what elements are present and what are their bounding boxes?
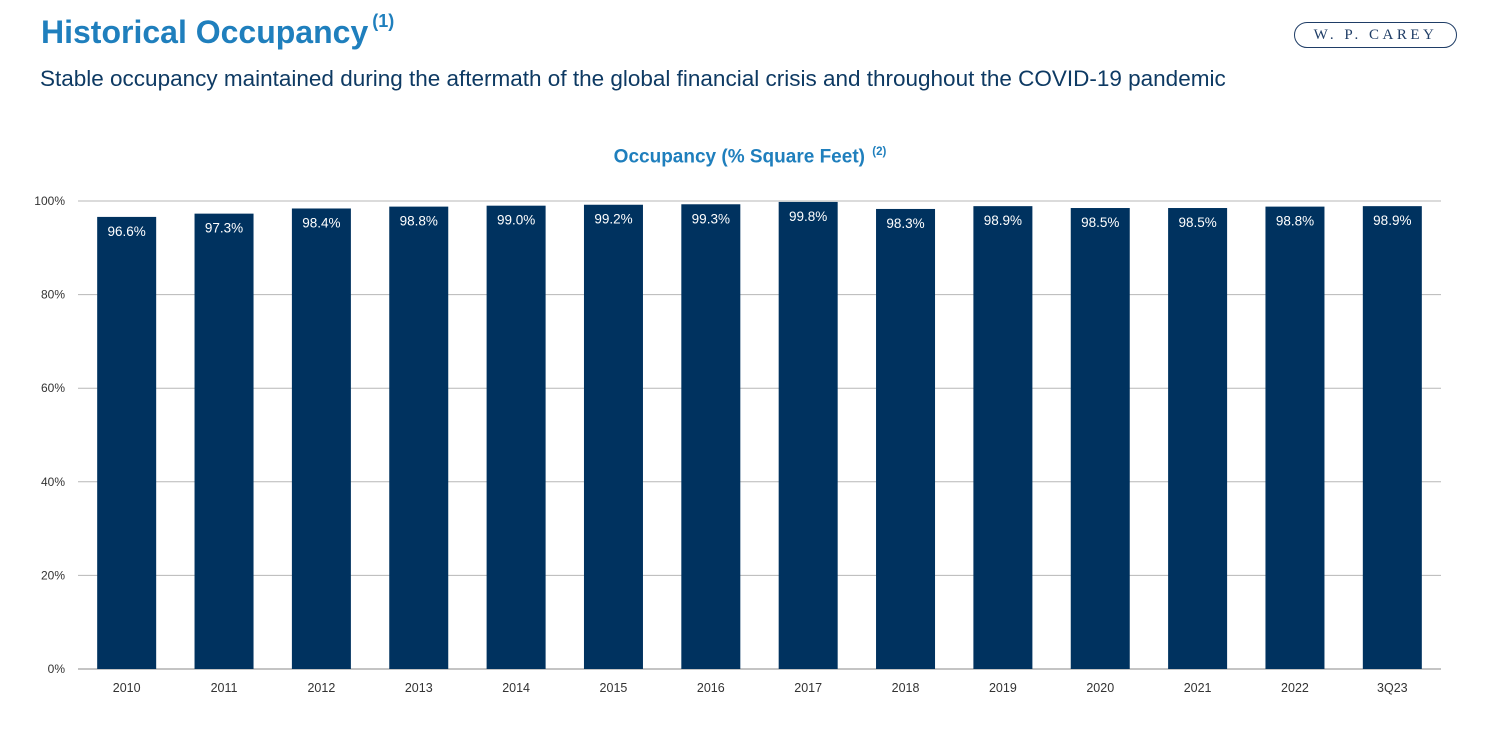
y-tick-label: 80% xyxy=(41,288,65,302)
data-label: 98.9% xyxy=(1373,213,1411,228)
data-label: 98.5% xyxy=(1178,215,1216,230)
bar xyxy=(486,205,546,669)
chart-title-footnote: (2) xyxy=(872,146,887,158)
data-label: 98.4% xyxy=(302,215,340,230)
x-tick-label: 2011 xyxy=(211,681,238,695)
data-label: 97.3% xyxy=(205,221,243,236)
bar xyxy=(194,213,254,670)
x-tick-label: 2020 xyxy=(1086,681,1114,695)
bar xyxy=(681,204,741,669)
data-label: 98.8% xyxy=(400,214,438,229)
bar xyxy=(389,206,449,669)
y-tick-label: 60% xyxy=(41,381,65,395)
bar xyxy=(1265,206,1325,669)
data-label: 96.6% xyxy=(108,224,146,239)
data-label: 99.8% xyxy=(789,209,827,224)
y-tick-label: 20% xyxy=(41,568,65,582)
x-tick-label: 2014 xyxy=(502,681,530,695)
y-tick-label: 100% xyxy=(34,194,65,208)
x-tick-label: 2017 xyxy=(794,681,822,695)
y-tick-label: 0% xyxy=(48,662,66,676)
x-tick-label: 2022 xyxy=(1281,681,1309,695)
data-label: 98.3% xyxy=(886,216,924,231)
bar xyxy=(1168,208,1228,669)
data-label: 99.0% xyxy=(497,213,535,228)
data-label: 99.2% xyxy=(594,212,632,227)
x-tick-label: 2019 xyxy=(989,681,1017,695)
x-tick-label: 3Q23 xyxy=(1377,681,1408,695)
x-tick-label: 2012 xyxy=(307,681,335,695)
bar xyxy=(1362,206,1422,669)
x-tick-label: 2021 xyxy=(1184,681,1212,695)
data-label: 98.5% xyxy=(1081,215,1119,230)
bar xyxy=(97,216,157,670)
data-label: 99.3% xyxy=(692,211,730,226)
page-title: Historical Occupancy (1) xyxy=(41,11,395,51)
bar xyxy=(876,208,936,669)
x-tick-label: 2013 xyxy=(405,681,433,695)
bar xyxy=(778,201,838,669)
title-footnote: (1) xyxy=(372,11,395,32)
company-logo: W. P. CAREY xyxy=(1294,22,1457,48)
x-tick-label: 2016 xyxy=(697,681,725,695)
x-tick-label: 2015 xyxy=(600,681,628,695)
chart-title-text: Occupancy (% Square Feet) xyxy=(613,146,865,168)
chart-title: Occupancy (% Square Feet) (2) xyxy=(0,146,1496,168)
x-tick-label: 2010 xyxy=(113,681,141,695)
page-subtitle: Stable occupancy maintained during the a… xyxy=(40,66,1226,91)
bar xyxy=(583,204,643,669)
bar xyxy=(973,206,1033,669)
y-tick-label: 40% xyxy=(41,475,65,489)
data-label: 98.8% xyxy=(1276,214,1314,229)
bar xyxy=(1070,208,1130,669)
bar xyxy=(291,208,351,669)
page-title-text: Historical Occupancy xyxy=(41,14,369,50)
data-label: 98.9% xyxy=(984,213,1022,228)
x-tick-label: 2018 xyxy=(892,681,920,695)
